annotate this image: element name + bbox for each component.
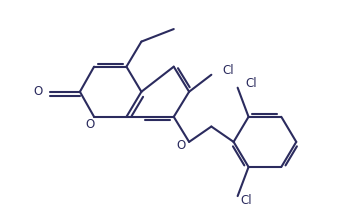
Text: Cl: Cl [223,64,234,77]
Text: O: O [34,85,43,98]
Text: Cl: Cl [245,77,257,90]
Text: O: O [176,139,186,152]
Text: Cl: Cl [241,194,252,207]
Text: O: O [86,118,95,131]
